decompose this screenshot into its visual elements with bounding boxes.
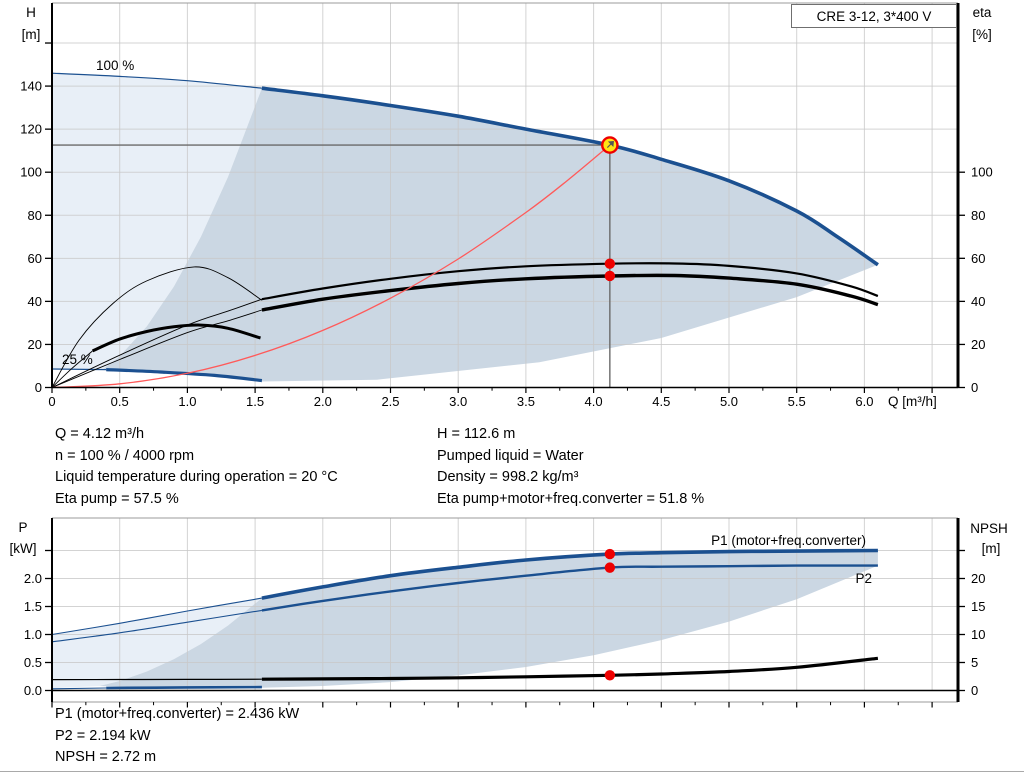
info-speed: n = 100 % / 4000 rpm bbox=[55, 447, 195, 464]
right-tick-label: 20 bbox=[971, 337, 985, 352]
left-tick-label: 2.0 bbox=[24, 571, 42, 586]
chart-label: P2 bbox=[855, 571, 872, 586]
duty-point-dot bbox=[604, 270, 616, 282]
chart-group: 0.0 0.5 1.0 1.5 2.0 0 5 10 15 20 P1 (motor+freq.co… bbox=[10, 517, 1008, 708]
eta-arc-reduced-speed-thick bbox=[51, 350, 93, 388]
eta-arc-reduced-speed-tall bbox=[51, 266, 263, 388]
chart-label: Q [m³/h] bbox=[888, 394, 937, 409]
duty-point-dot bbox=[604, 548, 616, 560]
duty-point-dot bbox=[604, 670, 616, 681]
x-tick-label: 2.0 bbox=[314, 394, 332, 409]
duty-point-dot bbox=[604, 258, 616, 269]
right-tick-label: 80 bbox=[971, 208, 985, 223]
info-head: H = 112.6 m bbox=[437, 426, 516, 442]
system-curve bbox=[51, 144, 611, 389]
info-p1: P1 (motor+freq.converter) = 2.436 kW bbox=[55, 706, 300, 722]
duty-range-envelope bbox=[102, 88, 878, 382]
x-tick-label: 1.0 bbox=[178, 394, 196, 409]
eta-arc-reduced-speed-thick bbox=[91, 323, 261, 353]
left-tick-label: 120 bbox=[20, 122, 42, 137]
chart-label: 25 % bbox=[62, 352, 93, 367]
left-tick-label: 0.5 bbox=[24, 655, 42, 670]
info-density: Density = 998.2 kg/m³ bbox=[437, 469, 579, 485]
bottom-separator bbox=[0, 771, 1024, 772]
x-tick-label: 0.5 bbox=[111, 394, 129, 409]
info-eta-pump: Eta pump = 57.5 % bbox=[55, 490, 179, 507]
info-p2: P2 = 2.194 kW bbox=[55, 727, 151, 744]
npsh-curve bbox=[261, 656, 879, 681]
power-info: P1 (motor+freq.converter) = 2.436 kW P2 … bbox=[55, 704, 299, 769]
left-tick-label: 0 bbox=[35, 380, 42, 395]
power-envelope-low-flow bbox=[52, 598, 262, 689]
info-eta-total: Eta pump+motor+freq.converter = 51.8 % bbox=[437, 490, 705, 507]
left-tick-label: 140 bbox=[20, 79, 42, 94]
left-tick-label: 0.0 bbox=[24, 683, 42, 698]
left-tick-label: 1.0 bbox=[24, 627, 42, 642]
right-tick-label: 0 bbox=[971, 683, 978, 698]
chart-label: 100 % bbox=[96, 58, 134, 73]
left-tick-label: 60 bbox=[28, 251, 42, 266]
chart-group: 0 20 40 60 80 100 120 140 0 20 40 60 80 100 0 0.5 1.0 1.5… bbox=[20, 2, 993, 409]
right-tick-label: 5 bbox=[971, 655, 978, 670]
duty-info-right: H = 112.6 m Pumped liquid = Water Densit… bbox=[437, 424, 704, 510]
x-tick-label: 2.5 bbox=[381, 394, 399, 409]
p1-curve bbox=[261, 548, 878, 600]
chart-label: P1 (motor+freq.converter) bbox=[711, 533, 866, 548]
left-tick-label: 80 bbox=[28, 208, 42, 223]
right-tick-label: 60 bbox=[971, 251, 985, 266]
chart-label: eta bbox=[973, 5, 992, 20]
duty-point-dot bbox=[604, 562, 616, 573]
x-tick-label: 3.0 bbox=[449, 394, 467, 409]
right-tick-label: 15 bbox=[971, 599, 985, 614]
chart-label: [m] bbox=[22, 27, 41, 42]
left-tick-label: 1.5 bbox=[24, 599, 42, 614]
x-tick-label: 5.5 bbox=[788, 394, 806, 409]
right-tick-label: 20 bbox=[971, 571, 985, 586]
x-tick-label: 4.5 bbox=[652, 394, 670, 409]
p2-curve bbox=[261, 564, 878, 612]
info-flow: Q = 4.12 m³/h bbox=[55, 426, 145, 442]
x-tick-label: 1.5 bbox=[246, 394, 264, 409]
right-tick-label: 0 bbox=[971, 380, 978, 395]
x-tick-label: 6.0 bbox=[855, 394, 873, 409]
pump-curve-25pct bbox=[51, 368, 107, 371]
operating-point-arrow-icon bbox=[606, 140, 614, 148]
p-curve-25pct bbox=[51, 687, 107, 690]
speed-envelope-low-flow bbox=[52, 73, 262, 388]
duty-info-left: Q = 4.12 m³/h n = 100 % / 4000 rpm Liqui… bbox=[55, 424, 338, 510]
power-duty-envelope bbox=[99, 550, 878, 689]
right-tick-label: 10 bbox=[971, 627, 985, 642]
x-tick-label: 4.0 bbox=[585, 394, 603, 409]
info-liquid-temperature: Liquid temperature during operation = 20… bbox=[55, 469, 338, 485]
p2-curve bbox=[51, 609, 262, 643]
eta-total-curve bbox=[51, 309, 263, 388]
right-tick-label: 40 bbox=[971, 294, 985, 309]
chart-label: P bbox=[18, 520, 27, 535]
left-tick-label: 20 bbox=[28, 337, 42, 352]
info-npsh: NPSH = 2.72 m bbox=[55, 749, 157, 765]
chart-label: [kW] bbox=[10, 541, 37, 556]
x-tick-label: 0 bbox=[48, 394, 55, 409]
info-pumped-liquid: Pumped liquid = Water bbox=[437, 447, 584, 464]
chart-label: [%] bbox=[972, 27, 992, 42]
chart-label: NPSH bbox=[970, 521, 1008, 536]
chart-label: [m] bbox=[982, 541, 1001, 556]
pump-curve-100pct bbox=[51, 72, 262, 89]
x-tick-label: 5.0 bbox=[720, 394, 738, 409]
p1-curve bbox=[51, 597, 262, 636]
right-tick-label: 100 bbox=[971, 165, 993, 180]
left-tick-label: 100 bbox=[20, 165, 42, 180]
p-curve-25pct bbox=[106, 685, 262, 690]
x-tick-label: 3.5 bbox=[517, 394, 535, 409]
pump-model-box: CRE 3-12, 3*400 V bbox=[791, 4, 957, 28]
pump-model-label: CRE 3-12, 3*400 V bbox=[816, 8, 932, 24]
left-tick-label: 40 bbox=[28, 294, 42, 309]
chart-label: H bbox=[26, 5, 36, 20]
